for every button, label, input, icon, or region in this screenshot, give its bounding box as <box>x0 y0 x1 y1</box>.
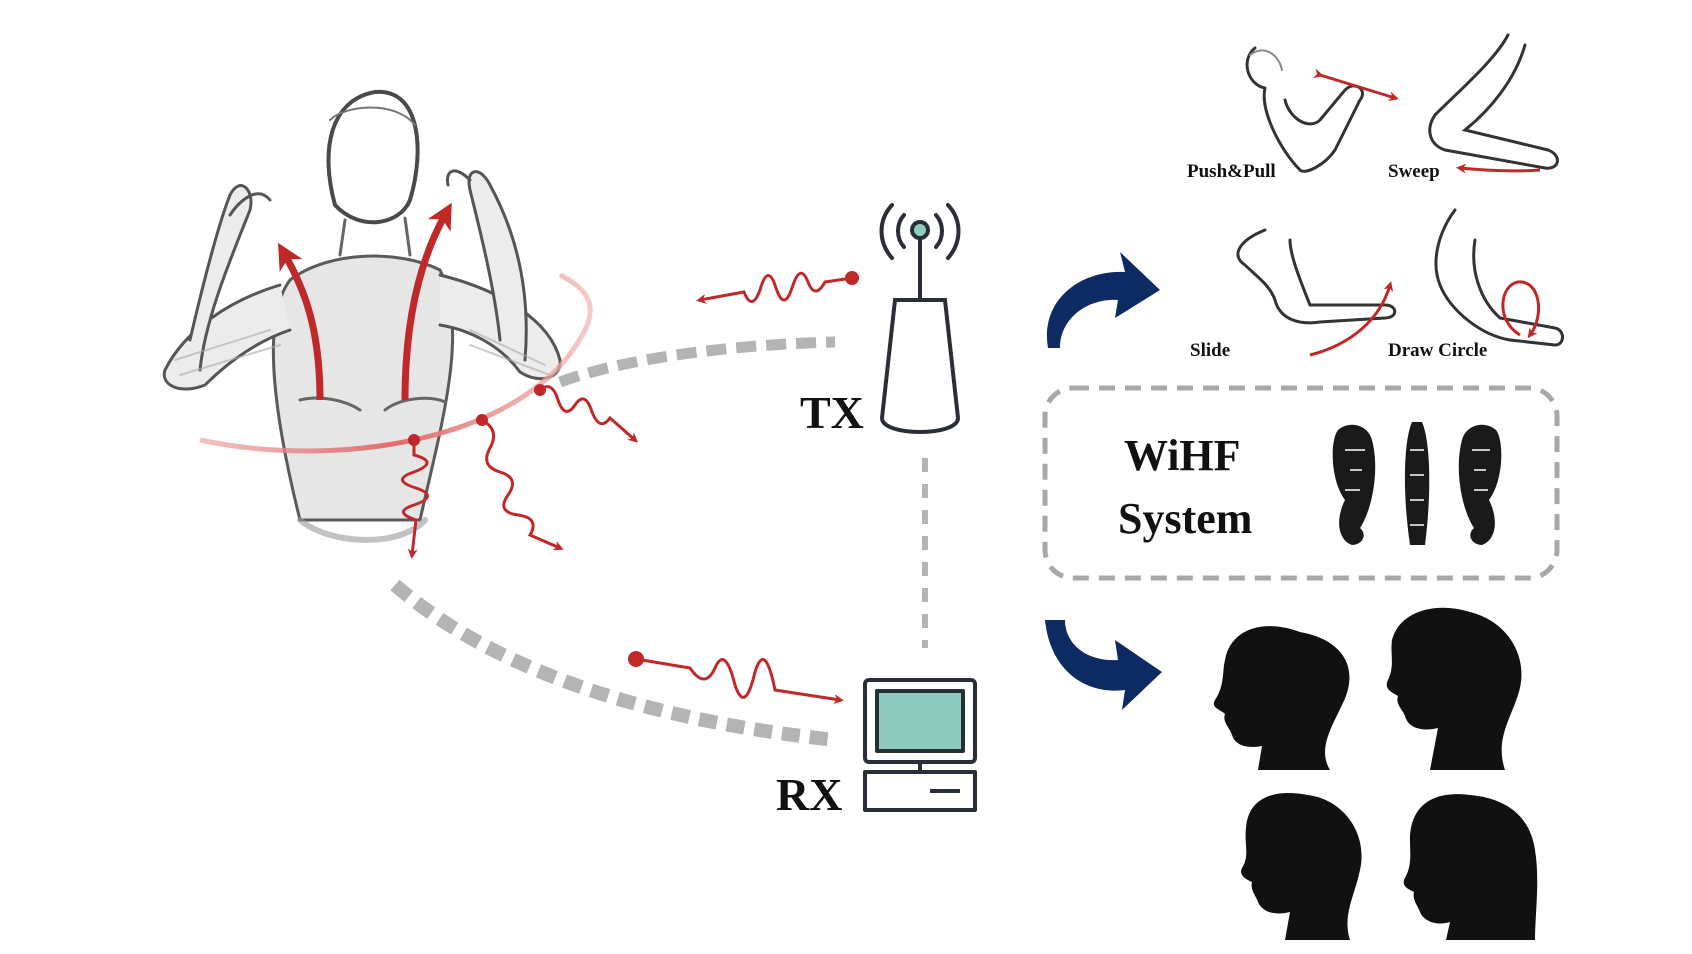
arm-gesture-icon <box>1428 33 1559 170</box>
waist-ring <box>199 272 593 454</box>
tx-label: TX <box>800 387 864 438</box>
signal-paths <box>390 336 928 747</box>
arrow-to-gestures <box>1046 252 1160 348</box>
gesture-label-sweep: Sweep <box>1388 161 1440 182</box>
sweep-arrow <box>1456 163 1541 174</box>
motion-arrows <box>278 202 452 401</box>
rx-label: RX <box>776 769 842 820</box>
computer-icon <box>863 678 977 812</box>
router-antenna-icon <box>879 203 961 435</box>
head-silhouette-icon <box>1403 794 1538 940</box>
seal-script-icon <box>1332 422 1502 545</box>
arm-gesture-icon <box>1245 46 1364 173</box>
system-title-line1: WiHF <box>1124 431 1241 480</box>
gesture-label-slide: Slide <box>1190 340 1230 361</box>
head-silhouette-icon <box>1386 607 1522 770</box>
gesture-label-push-pull: Push&Pull <box>1187 161 1276 182</box>
head-silhouette-icon <box>1241 793 1362 940</box>
reflection-waves <box>401 384 639 559</box>
gesture-panel: Push&Pull Sweep Slide Draw Circle <box>1187 33 1564 361</box>
arm-gesture-icon <box>1434 208 1564 347</box>
arm-gesture-icon <box>1236 228 1397 325</box>
gesture-label-draw-circle: Draw Circle <box>1388 340 1487 361</box>
circle-arrow <box>1501 280 1541 339</box>
person-sketch-icon <box>162 89 562 543</box>
slide-arrow <box>1309 281 1394 357</box>
system-title-line2: System <box>1118 494 1252 543</box>
identity-panel <box>1213 607 1538 940</box>
rx-wave <box>628 651 844 705</box>
head-silhouette-icon <box>1213 626 1350 770</box>
push-pull-arrow <box>1312 68 1399 102</box>
tx-wave <box>696 271 859 304</box>
wihf-system-box: WiHF System <box>1042 385 1560 581</box>
flow-arrows <box>1045 252 1162 710</box>
arrow-to-identities <box>1045 620 1162 710</box>
